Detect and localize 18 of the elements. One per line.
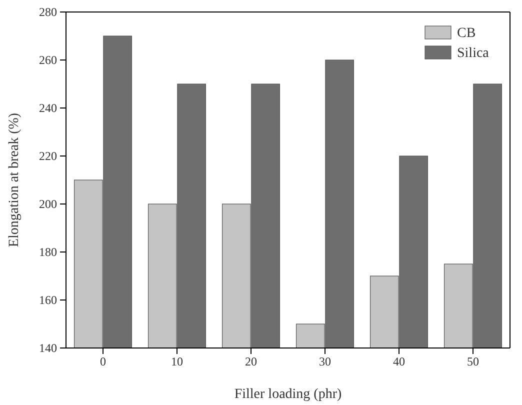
y-tick-label: 180 <box>39 244 57 259</box>
x-axis-title: Filler loading (phr) <box>234 387 342 402</box>
x-tick-label: 20 <box>245 354 257 369</box>
legend-label: CB <box>457 26 476 41</box>
y-axis-title: Elongation at break (%) <box>7 112 22 248</box>
y-tick-label: 260 <box>39 52 57 67</box>
y-tick-label: 160 <box>39 292 57 307</box>
y-tick-label: 220 <box>39 148 57 163</box>
y-tick-label: 200 <box>39 196 57 211</box>
y-tick-label: 280 <box>39 4 57 19</box>
x-tick-label: 40 <box>393 354 405 369</box>
y-tick-label: 240 <box>39 100 57 115</box>
x-tick-label: 0 <box>100 354 106 369</box>
x-tick-label: 30 <box>319 354 331 369</box>
x-tick-label: 50 <box>467 354 479 369</box>
x-tick-label: 10 <box>171 354 183 369</box>
legend-label: Silica <box>457 46 490 61</box>
y-tick-label: 140 <box>39 340 57 355</box>
